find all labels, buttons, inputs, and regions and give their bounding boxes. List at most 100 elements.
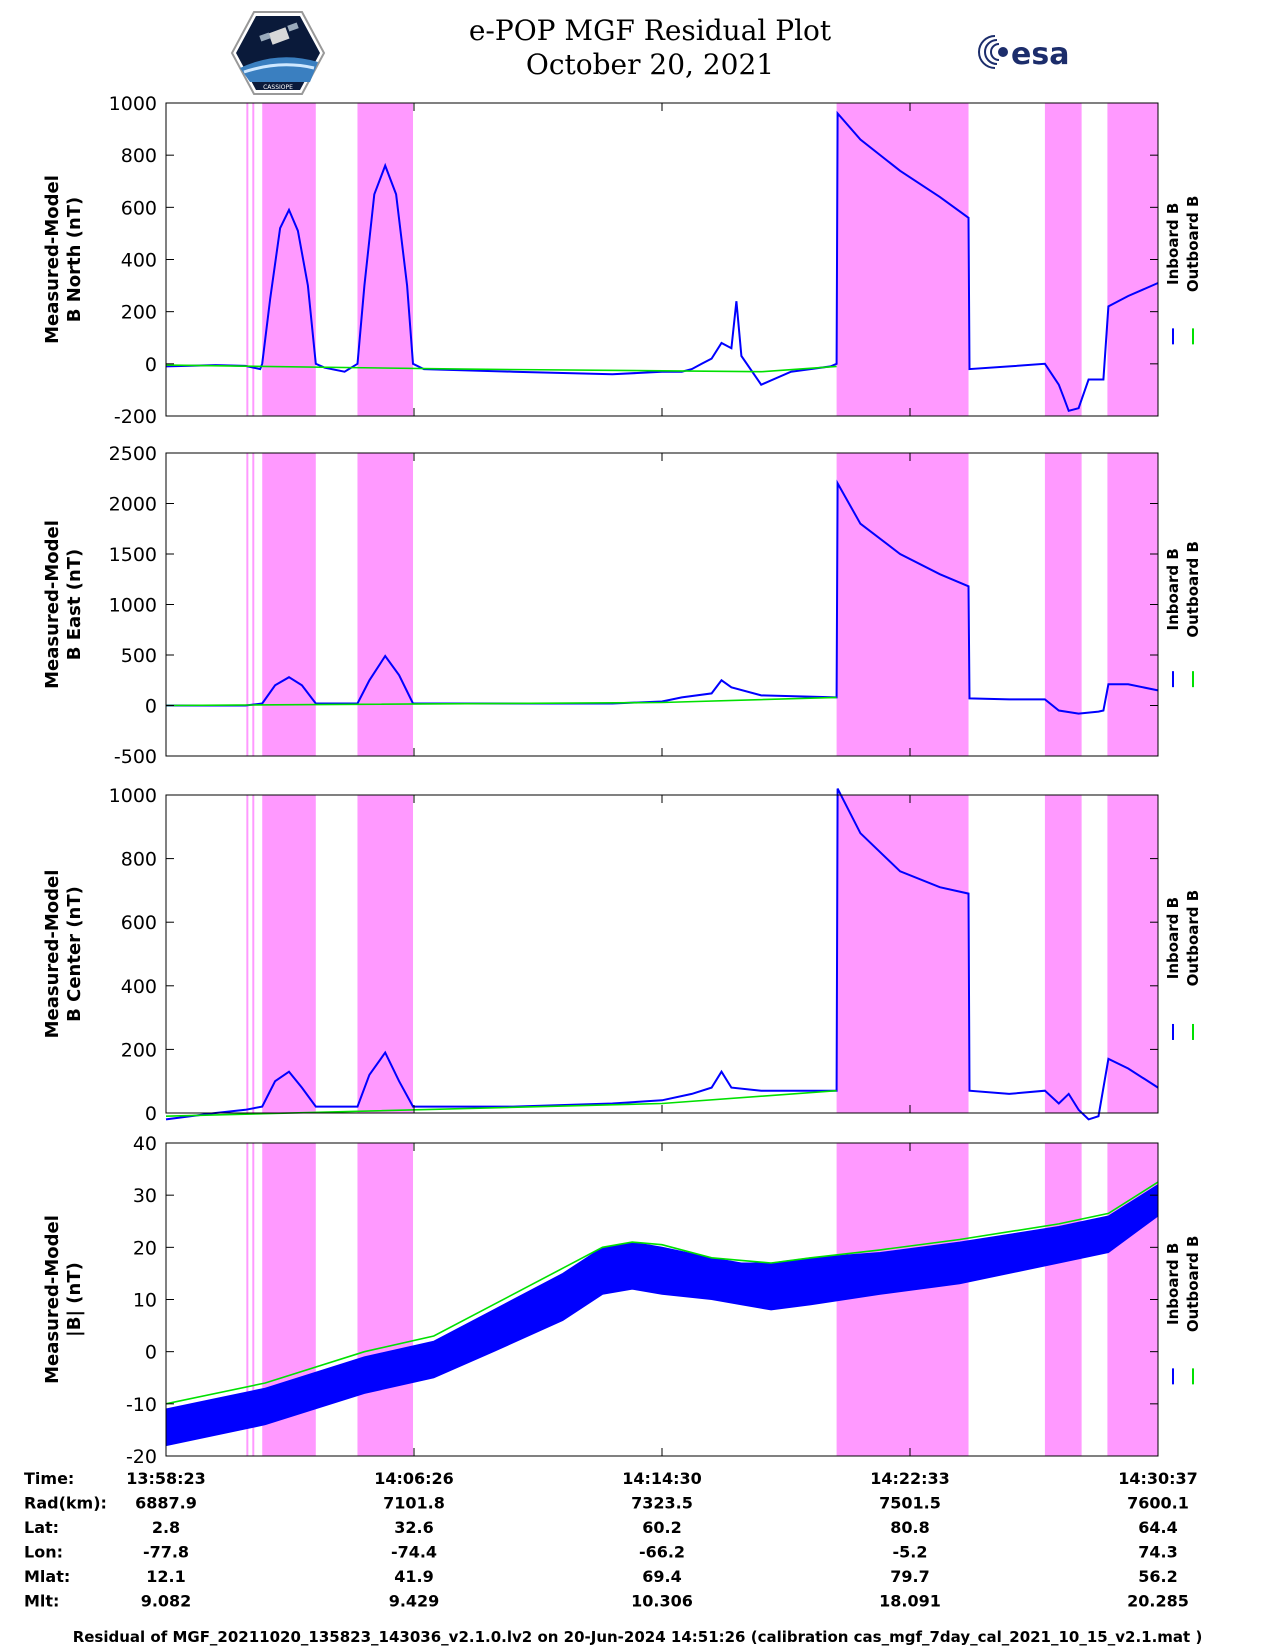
shaded-interval bbox=[252, 795, 255, 1113]
axis-table-value: 14:22:33 bbox=[870, 1469, 950, 1488]
axis-table-value: 2.8 bbox=[152, 1518, 180, 1537]
axis-table-value: 7101.8 bbox=[383, 1494, 445, 1513]
y-tick-label: 500 bbox=[121, 645, 157, 667]
y-axis-label-line: Measured-Model bbox=[42, 175, 63, 344]
series-inboard-line bbox=[165, 110, 1159, 412]
axis-table-value: 32.6 bbox=[394, 1518, 433, 1537]
shaded-interval bbox=[1107, 453, 1158, 756]
y-axis-label-line: Measured-Model bbox=[42, 1215, 63, 1384]
y-tick-label: 400 bbox=[121, 250, 157, 272]
legend-inboard-label: Inboard B bbox=[1164, 897, 1182, 979]
y-tick-label: 1500 bbox=[109, 544, 157, 566]
y-tick-label: 1000 bbox=[109, 785, 157, 807]
shaded-interval bbox=[262, 795, 316, 1113]
axis-table-value: 12.1 bbox=[146, 1567, 185, 1586]
legend-inboard-label: Inboard B bbox=[1164, 1243, 1182, 1325]
shaded-interval bbox=[246, 453, 249, 756]
esa-logo-icon: esa bbox=[978, 35, 1069, 72]
axis-table-value: -74.4 bbox=[391, 1543, 437, 1562]
y-tick-label: 30 bbox=[133, 1185, 157, 1207]
shaded-interval bbox=[1044, 795, 1082, 1113]
y-tick-label: 400 bbox=[121, 976, 157, 998]
panel-2: -500 0 500 1000 1500 2000 2500 Measured-ModelB … bbox=[42, 443, 1202, 768]
axis-table-value: 14:14:30 bbox=[622, 1469, 702, 1488]
cassiope-logo-icon: CASSIOPE bbox=[230, 11, 326, 95]
series-outboard-line bbox=[165, 1089, 837, 1117]
panel-4: -20 -10 0 10 20 30 40 Measured-Model|B| (nT) Inb… bbox=[42, 1133, 1202, 1468]
axis-table-value: 74.3 bbox=[1138, 1543, 1177, 1562]
y-axis-label-line: B Center (nT) bbox=[64, 886, 85, 1022]
axis-table-value: 9.082 bbox=[141, 1592, 192, 1611]
axis-table-value: 18.091 bbox=[879, 1592, 941, 1611]
legend-inboard-label: Inboard B bbox=[1164, 203, 1182, 285]
y-tick-label: 2500 bbox=[109, 443, 157, 465]
shaded-interval bbox=[1107, 795, 1158, 1113]
shaded-interval bbox=[246, 795, 249, 1113]
y-tick-label: 1000 bbox=[109, 595, 157, 617]
axis-table-value: 9.429 bbox=[389, 1592, 440, 1611]
legend-outboard-label: Outboard B bbox=[1184, 541, 1202, 638]
legend-outboard-label: Outboard B bbox=[1184, 196, 1202, 293]
axis-table-value: 6887.9 bbox=[135, 1494, 197, 1513]
axis-table-row-label: Time: bbox=[24, 1469, 74, 1488]
axis-table-value: 80.8 bbox=[890, 1518, 929, 1537]
y-tick-label: 10 bbox=[133, 1290, 157, 1312]
axis-table-row-label: Mlt: bbox=[24, 1592, 59, 1611]
y-tick-label: 0 bbox=[145, 1103, 157, 1125]
y-axis-label: Measured-ModelB Center (nT) bbox=[42, 870, 85, 1039]
axis-table-value: 79.7 bbox=[890, 1567, 929, 1586]
title-line-2: October 20, 2021 bbox=[525, 48, 775, 81]
y-axis-label-line: B East (nT) bbox=[64, 549, 85, 661]
y-tick-label: -20 bbox=[126, 1446, 157, 1468]
axis-table-row-label: Rad(km): bbox=[24, 1494, 107, 1513]
y-axis-label-line: |B| (nT) bbox=[64, 1262, 85, 1337]
y-axis-label: Measured-ModelB North (nT) bbox=[42, 175, 85, 344]
panel-3: 0 200 400 600 800 1000 Measured-ModelB Center … bbox=[42, 785, 1202, 1125]
panel-1: -200 0 200 400 600 800 1000 Measured-ModelB Nor… bbox=[42, 93, 1202, 428]
legend: Inboard B Outboard B bbox=[1164, 196, 1202, 345]
y-tick-label: -10 bbox=[126, 1394, 157, 1416]
axis-table-value: 64.4 bbox=[1138, 1518, 1177, 1537]
shaded-interval bbox=[836, 103, 969, 416]
y-tick-label: 800 bbox=[121, 849, 157, 871]
legend: Inboard B Outboard B bbox=[1164, 541, 1202, 688]
y-tick-label: 200 bbox=[121, 302, 157, 324]
y-axis-label: Measured-Model|B| (nT) bbox=[42, 1215, 85, 1384]
y-tick-label: 40 bbox=[133, 1133, 157, 1155]
axis-table-value: 14:30:37 bbox=[1118, 1469, 1198, 1488]
y-tick-label: -200 bbox=[114, 406, 157, 428]
axis-table-value: 13:58:23 bbox=[126, 1469, 206, 1488]
shaded-interval bbox=[836, 453, 969, 756]
legend-outboard-label: Outboard B bbox=[1184, 890, 1202, 987]
axis-table-value: 56.2 bbox=[1138, 1567, 1177, 1586]
shaded-interval bbox=[1044, 1143, 1082, 1456]
shaded-interval bbox=[246, 1143, 249, 1456]
shaded-interval bbox=[252, 453, 255, 756]
y-tick-label: 20 bbox=[133, 1237, 157, 1259]
shaded-interval bbox=[262, 453, 316, 756]
shaded-interval bbox=[357, 795, 414, 1113]
y-axis-label-line: Measured-Model bbox=[42, 520, 63, 689]
axis-table-value: 41.9 bbox=[394, 1567, 433, 1586]
axis-table-value: -77.8 bbox=[143, 1543, 189, 1562]
axis-table-value: 7323.5 bbox=[631, 1494, 693, 1513]
y-tick-label: 0 bbox=[145, 354, 157, 376]
series-inboard-line bbox=[165, 788, 1159, 1121]
shaded-interval bbox=[1107, 103, 1158, 416]
title-line-1: e-POP MGF Residual Plot bbox=[468, 14, 832, 47]
axis-table-value: 69.4 bbox=[642, 1567, 681, 1586]
y-tick-label: 800 bbox=[121, 145, 157, 167]
axis-table-row-label: Lat: bbox=[24, 1518, 59, 1537]
legend: Inboard B Outboard B bbox=[1164, 890, 1202, 1040]
y-tick-label: 0 bbox=[145, 696, 157, 718]
series-outboard-line bbox=[165, 364, 837, 373]
axis-table-value: 20.285 bbox=[1127, 1592, 1189, 1611]
footer-caption: Residual of MGF_20211020_135823_143036_v… bbox=[72, 1628, 1203, 1646]
y-tick-label: 600 bbox=[121, 197, 157, 219]
axis-table-value: -66.2 bbox=[639, 1543, 685, 1562]
shaded-interval bbox=[836, 795, 969, 1113]
axis-table-value: 7501.5 bbox=[879, 1494, 941, 1513]
series-inboard-line bbox=[166, 479, 1159, 715]
chart-title: e-POP MGF Residual Plot October 20, 2021 bbox=[330, 14, 970, 82]
legend-outboard-label: Outboard B bbox=[1184, 1236, 1202, 1333]
